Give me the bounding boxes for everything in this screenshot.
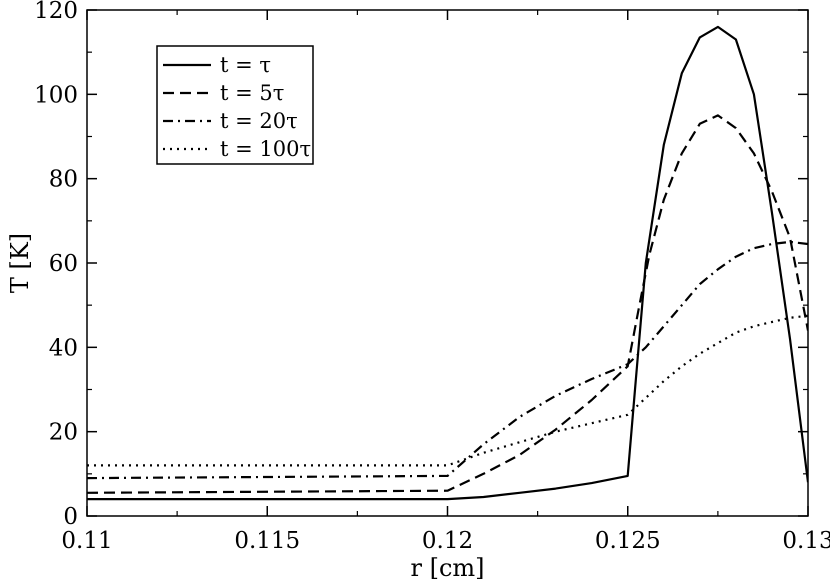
x-tick-label: 0.13 — [782, 528, 830, 554]
legend-label-3: t = 20τ — [220, 109, 298, 133]
legend-label-4: t = 100τ — [220, 137, 311, 161]
series-line-4 — [87, 314, 808, 467]
y-tick-label: 100 — [34, 82, 78, 108]
x-tick-label: 0.12 — [422, 528, 473, 554]
axis-ticks — [86, 9, 809, 517]
y-tick-label: 80 — [49, 167, 78, 193]
legend-label-2: t = 5τ — [220, 81, 284, 105]
x-tick-label: 0.125 — [595, 528, 661, 554]
legend: t = τ t = 5τ t = 20τ t = 100τ — [156, 45, 314, 165]
y-tick-label: 0 — [63, 504, 78, 530]
series-line-3 — [87, 240, 808, 480]
y-axis-label: T [K] — [6, 233, 34, 293]
y-tick-label: 20 — [49, 420, 78, 446]
series-line-1 — [87, 25, 808, 501]
y-tick-label: 120 — [34, 0, 78, 24]
series-line-2 — [87, 114, 808, 494]
x-tick-label: 0.11 — [61, 528, 112, 554]
legend-label-1: t = τ — [220, 53, 271, 77]
y-tick-label: 40 — [49, 335, 78, 361]
y-tick-label: 60 — [49, 251, 78, 277]
plot-content — [87, 25, 808, 501]
x-axis-label: r [cm] — [410, 554, 484, 581]
axis-tick-labels: 0.11 0.115 0.12 0.125 0.13 0 20 40 60 80 100 120 — [34, 0, 830, 554]
x-tick-label: 0.115 — [234, 528, 300, 554]
